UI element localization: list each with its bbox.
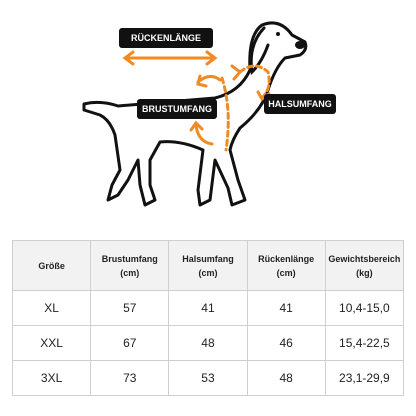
table-cell: 15,4-22,5: [324, 325, 405, 361]
header-text: Halsumfang: [182, 253, 234, 264]
table-cell: 48: [168, 325, 248, 361]
header-text: Größe: [38, 260, 65, 271]
dog-diagram: RÜCKENLÄNGE BRUSTUMFANG HALSUMFANG: [82, 21, 336, 207]
table-row: XXL 67 48 46 15,4-22,5: [11, 325, 405, 361]
table-cell: 57: [90, 290, 170, 326]
table-cell: 3XL: [11, 360, 92, 396]
table-cell: 73: [90, 360, 170, 396]
header-text: (cm): [120, 267, 140, 278]
dog-eye: [276, 32, 280, 36]
label-neck: HALSUMFANG: [268, 99, 332, 109]
header-text: (kg): [356, 267, 373, 278]
header-cell: Brustumfang (cm): [90, 240, 170, 291]
header-text: Rückenlänge: [258, 253, 315, 264]
table-cell: 46: [246, 325, 326, 361]
measure-lines: [122, 50, 271, 152]
dog-nose: [295, 41, 305, 49]
table-cell: 23,1-29,9: [324, 360, 405, 396]
table-cell: 53: [168, 360, 248, 396]
table-row: XL 57 41 41 10,4-15,0: [11, 290, 405, 326]
header-text: (cm): [198, 267, 218, 278]
size-table: Größe Brustumfang (cm) Halsumfang (cm) Rücken…: [11, 240, 405, 396]
header-text: Gewichtsbereich: [328, 253, 401, 264]
table-cell: 41: [168, 290, 248, 326]
table-cell: 67: [90, 325, 170, 361]
dog-ear: [249, 26, 270, 76]
label-chest: BRUSTUMFANG: [142, 104, 212, 114]
table-cell: 48: [246, 360, 326, 396]
table-cell: 10,4-15,0: [324, 290, 405, 326]
label-box: [264, 94, 336, 114]
header-text: Brustumfang: [101, 253, 158, 264]
header-cell: Halsumfang (cm): [168, 240, 248, 291]
table-cell: XXL: [11, 325, 92, 361]
label-box: [137, 99, 217, 119]
table-row: 3XL 73 53 48 23,1-29,9: [11, 360, 405, 396]
header-text: (cm): [276, 267, 296, 278]
header-cell: Rückenlänge (cm): [246, 240, 326, 291]
table-cell: XL: [11, 290, 92, 326]
header-cell: Größe: [11, 240, 92, 291]
label-back: RÜCKENLÄNGE: [131, 33, 201, 43]
label-box: [119, 28, 213, 48]
header-cell: Gewichtsbereich (kg): [324, 240, 405, 291]
table-cell: 41: [246, 290, 326, 326]
